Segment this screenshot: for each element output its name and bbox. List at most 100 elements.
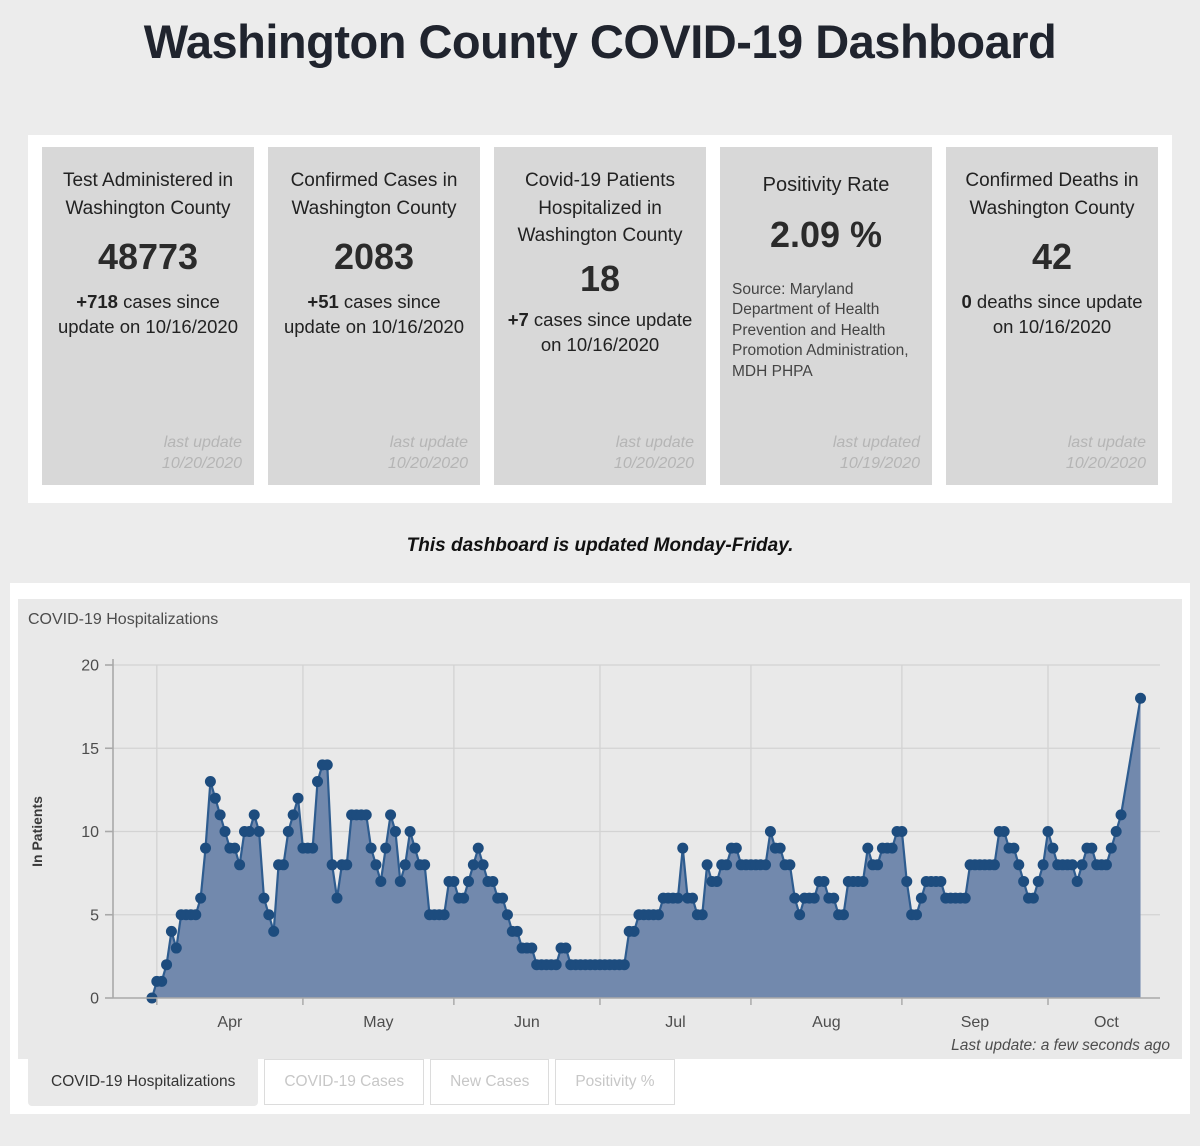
last-update-date: 10/20/2020 bbox=[1065, 455, 1146, 473]
hospitalizations-chart-panel: COVID-19 Hospitalizations 0 5 10 15 20 Apr May… bbox=[18, 599, 1182, 1059]
chart-dot bbox=[394, 875, 406, 887]
chart-dot bbox=[935, 875, 947, 887]
chart-dot bbox=[872, 859, 884, 871]
chart-dot bbox=[886, 842, 898, 854]
chart-dot bbox=[1047, 842, 1059, 854]
chart-dot bbox=[458, 892, 470, 904]
card-confirmed-cases: Confirmed Cases in Washington County 208… bbox=[268, 147, 480, 485]
chart-dot bbox=[448, 875, 460, 887]
chart-dot bbox=[195, 892, 207, 904]
chart-dot bbox=[477, 859, 489, 871]
chart-dot bbox=[419, 859, 431, 871]
chart-dot bbox=[1135, 692, 1147, 704]
chart-dot bbox=[268, 925, 280, 937]
chart-dot bbox=[258, 892, 270, 904]
chart-dot bbox=[462, 875, 474, 887]
card-title: Positivity Rate bbox=[762, 174, 890, 196]
chart-dot bbox=[487, 875, 499, 887]
chart-dot bbox=[1105, 842, 1117, 854]
delta-number: +7 bbox=[507, 308, 529, 330]
tab-new-cases[interactable]: New Cases bbox=[430, 1059, 550, 1105]
chart-dot bbox=[701, 859, 713, 871]
card-delta: +7 cases since update on 10/16/2020 bbox=[506, 308, 694, 358]
chart-dot bbox=[1086, 842, 1098, 854]
chart-dot bbox=[200, 842, 212, 854]
chart-dot bbox=[837, 909, 849, 921]
tab-positivity-percent[interactable]: Positivity % bbox=[555, 1059, 675, 1105]
chart-dot bbox=[234, 859, 246, 871]
last-update-date: 10/20/2020 bbox=[161, 455, 242, 473]
card-title: Test Administered in Washington County bbox=[62, 170, 234, 219]
chart-dot bbox=[501, 909, 513, 921]
chart-dot bbox=[696, 909, 708, 921]
chart-dot bbox=[1027, 892, 1039, 904]
last-update-label: last updated bbox=[832, 434, 920, 452]
chart-dot bbox=[794, 909, 806, 921]
chart-dot bbox=[1008, 842, 1020, 854]
chart-dot bbox=[380, 842, 392, 854]
chart-dot bbox=[1037, 859, 1049, 871]
chart-dot bbox=[862, 842, 874, 854]
last-update-label: last update bbox=[615, 434, 694, 452]
update-schedule-note: This dashboard is updated Monday-Friday. bbox=[406, 535, 794, 556]
chart-dot bbox=[1110, 826, 1122, 837]
last-update-label: last update bbox=[1067, 434, 1146, 452]
chart-dot bbox=[1076, 859, 1088, 871]
hospitalizations-area-chart[interactable]: 0 5 10 15 20 Apr May Jun Jul Aug Sep Oct In Patients bbox=[18, 599, 1182, 1059]
chart-dot bbox=[399, 859, 411, 871]
chart-dot bbox=[1066, 859, 1078, 871]
card-title: Confirmed Cases in Washington County bbox=[290, 170, 458, 219]
chart-dot bbox=[1071, 875, 1083, 887]
y-tick-label: 20 bbox=[81, 658, 99, 675]
delta-number: +718 bbox=[76, 291, 118, 313]
chart-dot bbox=[385, 809, 397, 821]
chart-dot bbox=[760, 859, 772, 871]
chart-dot bbox=[170, 942, 182, 954]
delta-text: deaths since update on 10/16/2020 bbox=[971, 291, 1143, 338]
chart-dot bbox=[375, 875, 387, 887]
page-title: Washington County COVID-19 Dashboard bbox=[143, 15, 1057, 68]
chart-dot bbox=[277, 859, 289, 871]
chart-dot bbox=[312, 776, 324, 788]
x-tick-label: Oct bbox=[1094, 1014, 1119, 1031]
x-tick-label: Sep bbox=[961, 1014, 990, 1031]
chart-dot bbox=[253, 826, 265, 837]
card-last-update: last update 10/20/2020 bbox=[506, 433, 694, 477]
chart-dot bbox=[263, 909, 275, 921]
y-tick-label: 10 bbox=[81, 824, 99, 841]
chart-tabs: COVID-19 Hospitalizations COVID-19 Cases… bbox=[18, 1059, 1182, 1106]
y-tick-label: 5 bbox=[90, 907, 99, 924]
card-value: 48773 bbox=[97, 236, 199, 278]
delta-number: 0 bbox=[961, 291, 972, 313]
chart-dot bbox=[248, 809, 260, 821]
x-tick-label: Aug bbox=[812, 1014, 840, 1031]
chart-dot bbox=[526, 942, 538, 954]
tab-covid19-hospitalizations[interactable]: COVID-19 Hospitalizations bbox=[28, 1059, 259, 1106]
card-last-update: last update 10/20/2020 bbox=[280, 433, 468, 477]
chart-dot bbox=[896, 826, 908, 837]
chart-container: COVID-19 Hospitalizations 0 5 10 15 20 Apr May… bbox=[10, 583, 1190, 1114]
chart-dot bbox=[365, 842, 377, 854]
chart-dot bbox=[282, 826, 294, 837]
chart-dot bbox=[818, 875, 830, 887]
stat-cards: Test Administered in Washington County 4… bbox=[42, 147, 1158, 485]
last-update-date: 10/20/2020 bbox=[613, 455, 694, 473]
chart-dot bbox=[292, 792, 304, 804]
chart-dot bbox=[467, 859, 479, 871]
chart-dot bbox=[764, 826, 776, 837]
card-value: 2.09 % bbox=[769, 214, 883, 255]
chart-dot bbox=[550, 959, 562, 971]
chart-dot bbox=[389, 826, 401, 837]
chart-dot bbox=[677, 842, 689, 854]
x-tick-label: May bbox=[363, 1014, 393, 1031]
card-value: 42 bbox=[1031, 236, 1073, 278]
chart-dot bbox=[618, 959, 630, 971]
chart-dot bbox=[472, 842, 484, 854]
card-hospitalized: Covid-19 Patients Hospitalized in Washin… bbox=[494, 147, 706, 485]
card-positivity-rate: Positivity Rate 2.09 % Source: Maryland … bbox=[720, 147, 932, 485]
chart-dot bbox=[1042, 826, 1054, 837]
chart-dot bbox=[331, 892, 343, 904]
tab-covid19-cases[interactable]: COVID-19 Cases bbox=[264, 1059, 425, 1105]
card-last-update: last update 10/20/2020 bbox=[958, 433, 1146, 477]
chart-dot bbox=[511, 925, 523, 937]
